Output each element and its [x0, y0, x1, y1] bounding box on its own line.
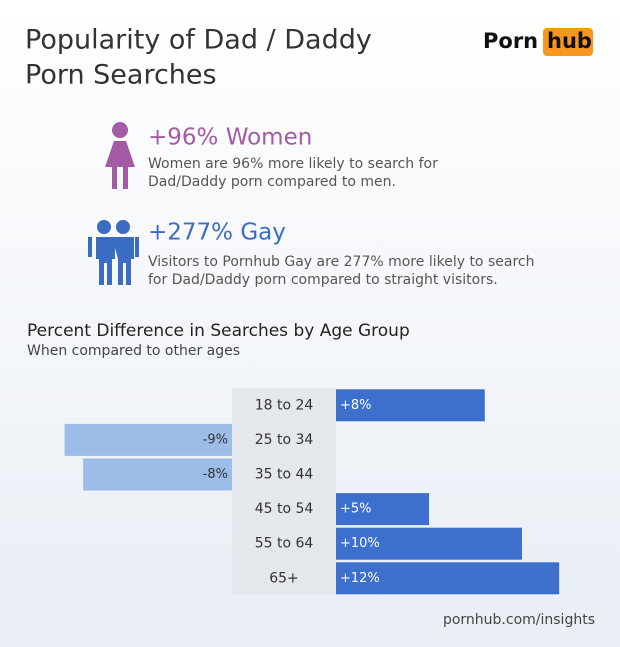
value-label: +10% [340, 536, 380, 551]
gay-icon [88, 220, 139, 285]
bar [83, 458, 232, 491]
category-label: 45 to 54 [255, 501, 314, 517]
logo-box [543, 28, 593, 56]
footer: pornhub.com/insights [443, 612, 595, 628]
stat-text: for Dad/Daddy porn compared to straight … [148, 272, 498, 288]
logo-text: Porn [483, 29, 538, 53]
stat-headline: +277% Gay [148, 220, 286, 246]
bar [336, 562, 560, 595]
category-label: 55 to 64 [255, 536, 314, 552]
stat-headline: +96% Women [148, 125, 312, 151]
chart-title: Percent Difference in Searches by Age Gr… [27, 321, 410, 341]
logo-text: hub [547, 29, 592, 53]
value-label: +8% [340, 398, 372, 413]
stat-text: Dad/Daddy porn compared to men. [148, 174, 396, 190]
bar [336, 493, 429, 526]
title-line: Porn Searches [25, 60, 217, 91]
stat-text: Visitors to Pornhub Gay are 277% more li… [148, 254, 534, 270]
bar [336, 389, 485, 422]
label-band [232, 388, 336, 595]
title-line: Popularity of Dad / Daddy [25, 25, 372, 56]
woman-icon [105, 122, 135, 189]
category-label: 18 to 24 [255, 397, 314, 413]
bar [336, 527, 522, 560]
value-label: +12% [340, 571, 380, 586]
category-label: 35 to 44 [255, 467, 314, 483]
category-label: 65+ [269, 570, 299, 586]
value-label: -8% [203, 467, 228, 482]
value-label: -9% [203, 432, 228, 447]
bar [64, 423, 232, 456]
category-label: 25 to 34 [255, 432, 314, 448]
stat-text: Women are 96% more likely to search for [148, 156, 438, 172]
chart-subtitle: When compared to other ages [27, 343, 240, 359]
value-label: +5% [340, 502, 372, 517]
